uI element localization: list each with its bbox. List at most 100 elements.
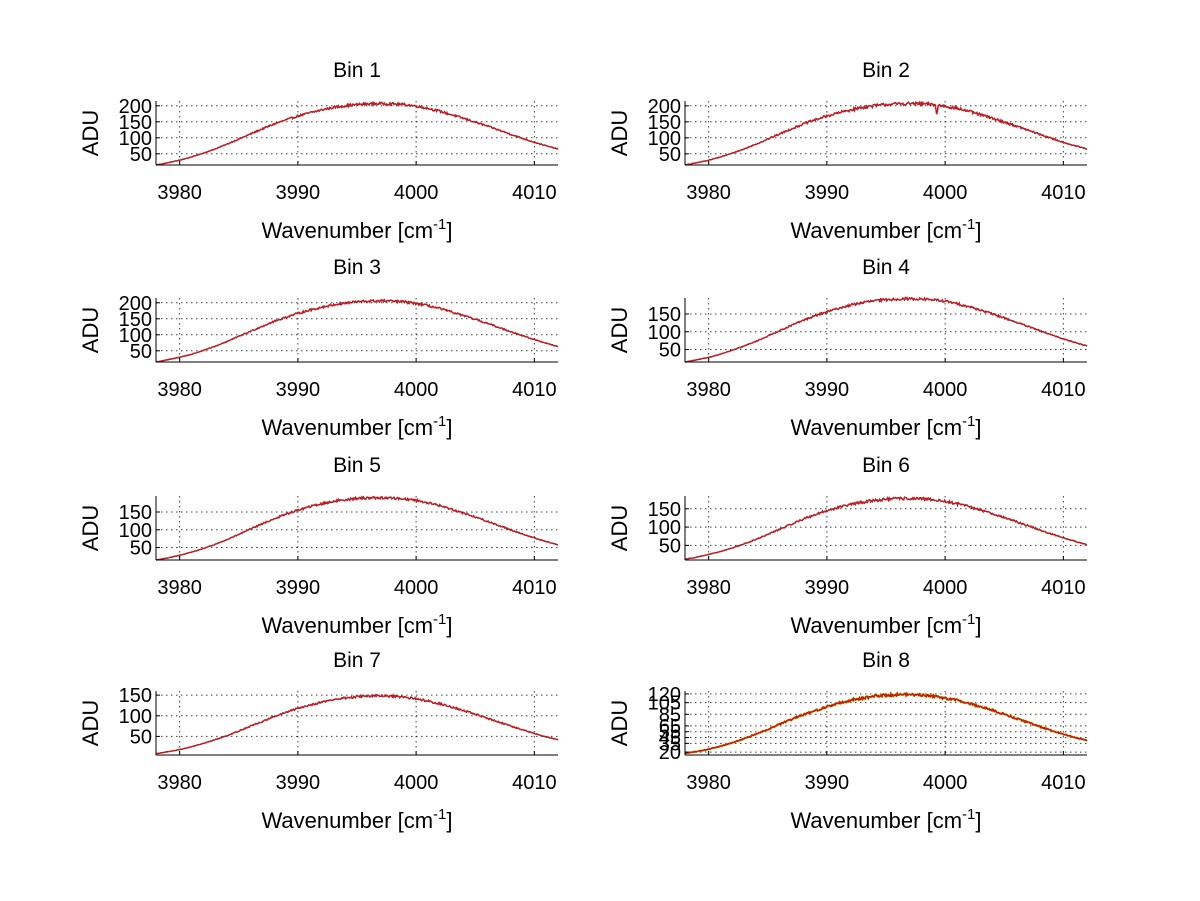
x-tick-label: 4000 — [923, 772, 968, 794]
subplot-title: Bin 3 — [333, 256, 381, 279]
y-axis-label: ADU — [78, 307, 103, 353]
y-tick-label: 85 — [659, 704, 681, 726]
y-tick-label: 45 — [659, 728, 681, 750]
x-tick-label: 3980 — [157, 182, 202, 204]
y-tick-label: 50 — [130, 144, 152, 166]
x-tick-label: 3990 — [276, 772, 321, 794]
y-tick-label: 100 — [119, 128, 152, 150]
x-axis-label-main: Wavenumber [cm — [261, 218, 433, 243]
x-tick-label: 4010 — [1041, 182, 1086, 204]
x-axis-label-superscript: -1 — [962, 413, 975, 430]
x-tick-label: 3990 — [276, 379, 321, 401]
x-axis-label: Wavenumber [cm-1] — [261, 216, 452, 243]
data-line-shadow — [684, 296, 1088, 363]
x-axis-label: Wavenumber [cm-1] — [790, 611, 981, 638]
x-tick-label: 3990 — [276, 577, 321, 599]
x-axis-label-close: ] — [446, 613, 452, 638]
y-tick-label: 150 — [119, 112, 152, 134]
y-tick-label: 120 — [648, 684, 681, 706]
y-tick-label: 150 — [648, 112, 681, 134]
x-tick-label: 4010 — [1041, 379, 1086, 401]
x-tick-label: 3980 — [157, 772, 202, 794]
x-axis-label: Wavenumber [cm-1] — [790, 806, 981, 833]
y-tick-label: 150 — [648, 304, 681, 326]
x-axis-label-main: Wavenumber [cm — [790, 415, 962, 440]
data-line — [684, 692, 1088, 754]
data-line — [155, 298, 559, 363]
x-axis-label-close: ] — [975, 808, 981, 833]
x-axis-label-main: Wavenumber [cm — [261, 808, 433, 833]
x-tick-label: 3980 — [157, 379, 202, 401]
data-line-shadow — [684, 496, 1088, 560]
y-tick-label: 100 — [119, 706, 152, 728]
x-tick-label: 4000 — [394, 577, 439, 599]
x-axis-label-superscript: -1 — [962, 611, 975, 628]
y-tick-label: 55 — [659, 722, 681, 744]
data-line — [155, 693, 559, 755]
x-axis-label-superscript: -1 — [433, 216, 446, 233]
x-tick-label: 3990 — [805, 182, 850, 204]
y-tick-label: 50 — [659, 535, 681, 557]
x-axis-label-superscript: -1 — [962, 806, 975, 823]
x-tick-label: 4010 — [512, 182, 557, 204]
y-axis-label: ADU — [607, 700, 632, 746]
x-tick-label: 3980 — [686, 577, 731, 599]
x-tick-label: 4010 — [512, 577, 557, 599]
subplot-title: Bin 4 — [862, 256, 910, 279]
y-tick-label: 105 — [648, 693, 681, 715]
y-tick-label: 100 — [648, 128, 681, 150]
y-tick-label: 65 — [659, 716, 681, 738]
x-tick-label: 3980 — [686, 379, 731, 401]
x-axis-label-superscript: -1 — [433, 413, 446, 430]
y-tick-label: 50 — [130, 538, 152, 560]
data-line — [155, 101, 559, 166]
x-axis-label-close: ] — [446, 218, 452, 243]
subplot-title: Bin 8 — [862, 649, 910, 672]
x-tick-label: 4010 — [512, 379, 557, 401]
subplot-title: Bin 5 — [333, 454, 381, 477]
x-tick-label: 4000 — [394, 772, 439, 794]
x-axis-label-close: ] — [975, 218, 981, 243]
y-tick-label: 100 — [119, 325, 152, 347]
y-tick-label: 100 — [648, 322, 681, 344]
data-line-shadow — [684, 100, 1088, 166]
y-tick-label: 200 — [119, 293, 152, 315]
subplot-title: Bin 1 — [333, 59, 381, 82]
x-axis-label: Wavenumber [cm-1] — [790, 216, 981, 243]
x-axis-label-superscript: -1 — [433, 611, 446, 628]
x-axis-label-main: Wavenumber [cm — [261, 415, 433, 440]
x-axis-label-close: ] — [446, 808, 452, 833]
x-axis-label-close: ] — [975, 613, 981, 638]
x-tick-label: 4000 — [394, 182, 439, 204]
data-line-shadow — [155, 100, 559, 166]
x-axis-label: Wavenumber [cm-1] — [261, 806, 452, 833]
x-axis-label-main: Wavenumber [cm — [790, 218, 962, 243]
subplot-title: Bin 2 — [862, 59, 910, 82]
data-line — [684, 496, 1088, 560]
y-tick-label: 50 — [659, 340, 681, 362]
y-tick-label: 35 — [659, 733, 681, 755]
data-line-shadow — [155, 298, 559, 363]
y-axis-label: ADU — [78, 700, 103, 746]
subplot-title: Bin 6 — [862, 454, 910, 477]
y-axis-label: ADU — [607, 110, 632, 156]
y-tick-label: 50 — [130, 341, 152, 363]
y-tick-label: 150 — [648, 499, 681, 521]
data-line — [684, 296, 1088, 363]
y-tick-label: 100 — [119, 520, 152, 542]
x-tick-label: 4010 — [512, 772, 557, 794]
y-tick-label: 100 — [648, 517, 681, 539]
x-axis-label-main: Wavenumber [cm — [261, 613, 433, 638]
data-line-shadow — [155, 693, 559, 755]
y-tick-label: 200 — [648, 96, 681, 118]
x-tick-label: 4010 — [1041, 577, 1086, 599]
